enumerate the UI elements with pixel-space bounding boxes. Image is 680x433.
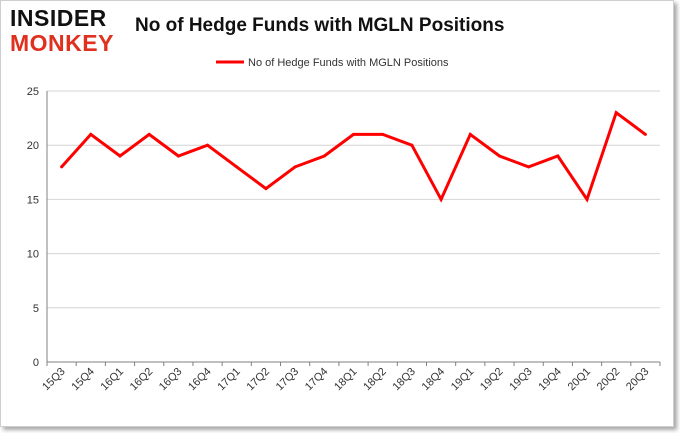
x-tick-label: 17Q1	[215, 366, 243, 394]
logo-text-insider: INSIDER	[10, 5, 107, 31]
data-point	[585, 197, 589, 201]
x-tick-label: 15Q3	[40, 366, 68, 394]
x-tick-label: 18Q1	[332, 366, 360, 394]
x-tick-label: 17Q3	[274, 366, 302, 394]
grid-lines	[46, 90, 660, 363]
x-tick-label: 16Q3	[157, 366, 185, 394]
data-point	[89, 132, 93, 136]
x-tick-label: 16Q4	[186, 366, 214, 394]
data-point	[60, 165, 64, 169]
y-tick-label: 10	[27, 249, 39, 261]
chart-frame	[0, 0, 674, 427]
x-tick-label: 19Q1	[449, 366, 477, 394]
data-point	[206, 143, 210, 147]
x-tick-label: 17Q4	[303, 366, 331, 394]
y-tick-label: 5	[33, 303, 39, 315]
chart-title: No of Hedge Funds with MGLN Positions	[135, 15, 505, 36]
x-tick-label: 20Q3	[624, 366, 652, 394]
data-point	[614, 111, 618, 115]
logo-text-monkey: MONKEY	[10, 30, 114, 56]
x-tick-label: 19Q3	[507, 366, 535, 394]
data-point	[381, 132, 385, 136]
y-axis-ticks: 0 5 10 15 20 25	[27, 86, 39, 369]
x-tick-label: 16Q2	[128, 366, 156, 394]
data-point	[643, 132, 647, 136]
legend-label: No of Hedge Funds with MGLN Positions	[248, 57, 449, 69]
data-point	[176, 154, 180, 158]
x-tick-label: 20Q2	[595, 366, 623, 394]
x-tick-label: 15Q4	[69, 366, 97, 394]
insider-monkey-logo: INSIDER MONKEY	[10, 6, 128, 56]
x-tick-label: 19Q4	[536, 366, 564, 394]
y-tick-label: 15	[27, 194, 39, 206]
y-tick-label: 25	[27, 86, 39, 98]
data-point	[439, 197, 443, 201]
data-point	[556, 154, 560, 158]
x-tick-label: 17Q2	[245, 366, 273, 394]
data-point	[147, 132, 151, 136]
x-tick-label: 19Q2	[478, 366, 506, 394]
y-tick-label: 0	[33, 357, 39, 369]
data-point	[497, 154, 501, 158]
x-tick-label: 18Q2	[361, 366, 389, 394]
x-tick-label: 20Q1	[566, 366, 594, 394]
data-point	[118, 154, 122, 158]
chart-legend: No of Hedge Funds with MGLN Positions	[216, 57, 449, 69]
x-tick-label: 16Q1	[99, 366, 127, 394]
data-point	[264, 187, 268, 191]
x-tick-label: 18Q4	[420, 366, 448, 394]
series-layer	[60, 110, 647, 203]
data-point	[235, 165, 239, 169]
data-point	[410, 143, 414, 147]
data-point	[352, 132, 355, 136]
y-tick-label: 20	[27, 140, 39, 152]
x-tick-label: 18Q3	[390, 366, 418, 394]
data-point	[322, 154, 326, 158]
data-point	[293, 165, 297, 169]
data-point	[468, 132, 472, 136]
x-axis-ticks: 15Q3 15Q4 16Q1 16Q2 16Q3 16Q4 17Q1 17Q2 17Q3 17Q4…	[40, 362, 661, 394]
data-point	[527, 165, 531, 169]
